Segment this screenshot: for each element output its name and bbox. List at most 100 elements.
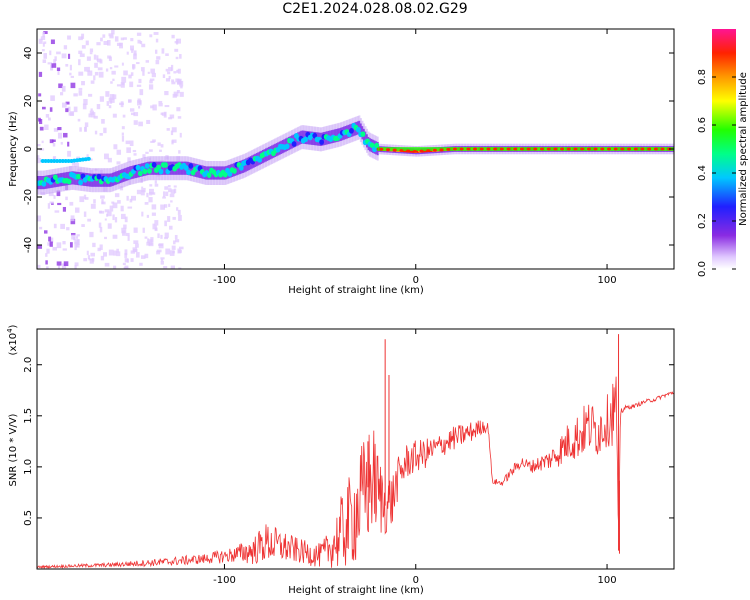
colorbar-tick-label: 0.6 <box>697 117 708 133</box>
noise-cell <box>90 108 93 112</box>
stable-track-peak <box>647 147 652 151</box>
noise-cell <box>148 239 153 245</box>
noise-cell <box>161 112 167 116</box>
noise-cell <box>99 96 104 102</box>
noise-cell <box>60 223 65 229</box>
noise-cell <box>54 210 60 213</box>
noise-cell <box>114 193 120 198</box>
noise-cell <box>104 153 109 160</box>
colorbar-tick-label: 0.2 <box>697 213 708 229</box>
noise-cell <box>165 78 171 82</box>
noise-cell <box>43 41 47 44</box>
noise-cell <box>94 62 98 68</box>
noise-cell <box>152 104 157 111</box>
stable-track-peak <box>513 147 518 151</box>
noise-cell <box>71 160 75 166</box>
stable-track-peak <box>386 148 391 152</box>
noise-cell <box>81 45 86 49</box>
noise-cell <box>137 100 142 106</box>
noise-cell <box>86 56 91 61</box>
noise-cell <box>89 48 94 53</box>
noise-cell <box>173 91 179 97</box>
noise-cell <box>37 144 41 147</box>
noise-cell <box>69 201 74 206</box>
noise-cell <box>120 205 124 212</box>
noise-cell <box>116 149 122 155</box>
noise-cell <box>168 203 171 207</box>
noise-cell <box>85 40 89 46</box>
noise-cell <box>149 188 154 194</box>
noise-cell <box>75 244 80 248</box>
noise-cell <box>138 106 141 109</box>
noise-cell <box>71 232 76 236</box>
noise-cell <box>133 120 138 125</box>
noise-cell <box>46 248 50 254</box>
noise-cell <box>78 71 84 76</box>
noise-cell <box>98 71 104 78</box>
noise-cell <box>90 203 96 209</box>
noise-cell <box>135 252 140 258</box>
noise-cell <box>61 53 67 59</box>
noise-cell <box>66 227 70 231</box>
noise-cell <box>169 193 175 198</box>
noise-cell <box>111 70 116 75</box>
ridge-body <box>145 162 148 176</box>
noise-cell <box>39 226 43 230</box>
ridge-cell <box>303 136 308 143</box>
ridge-cell <box>360 131 366 137</box>
noise-cell <box>151 72 156 78</box>
noise-cell <box>48 236 52 242</box>
ridge-body <box>364 131 367 145</box>
snr-y-multiplier: (x104) <box>6 324 19 355</box>
colorbar-tick-label: 0.4 <box>697 165 708 181</box>
noise-cell <box>124 258 129 263</box>
noise-cell <box>81 33 85 39</box>
noise-cell <box>140 190 145 196</box>
noise-cell <box>123 266 129 269</box>
stable-track-peak <box>553 147 558 151</box>
noise-cell <box>68 112 74 116</box>
noise-cell <box>151 212 156 216</box>
y-tick-label: 0 <box>23 146 34 152</box>
noise-cell <box>142 70 145 76</box>
stable-track-peak <box>493 147 498 151</box>
noise-cell <box>57 69 60 75</box>
noise-cell <box>128 99 132 103</box>
y-tick-label: 1.0 <box>23 459 34 475</box>
noise-cell <box>176 207 179 211</box>
noise-cell <box>50 39 55 45</box>
noise-cell <box>176 107 181 112</box>
noise-cell <box>52 139 56 142</box>
ridge-body <box>164 161 167 175</box>
noise-cell <box>53 59 56 65</box>
colorbar-tick-label: 0.8 <box>697 69 708 85</box>
noise-cell <box>93 199 96 204</box>
ridge-cell <box>66 178 72 185</box>
noise-cell <box>56 67 61 71</box>
noise-cell <box>150 105 154 109</box>
noise-cell <box>86 66 90 72</box>
ridge-body <box>67 171 70 186</box>
noise-cell <box>170 64 174 71</box>
noise-cell <box>44 230 48 234</box>
noise-cell <box>38 38 43 44</box>
noise-cell <box>160 144 164 148</box>
noise-cell <box>52 246 57 251</box>
noise-cell <box>171 139 177 143</box>
noise-cell <box>74 239 80 245</box>
stable-track-peak <box>633 147 638 151</box>
secondary-cell <box>86 156 91 161</box>
noise-cell <box>41 140 44 144</box>
noise-cell <box>132 64 136 69</box>
noise-cell <box>113 144 118 150</box>
noise-cell <box>145 60 150 63</box>
noise-cell <box>156 56 161 60</box>
noise-cell <box>37 215 42 222</box>
noise-cell <box>163 191 166 198</box>
noise-cell <box>69 64 72 71</box>
snr-axes: -100 0 100 0.5 1.0 1.5 2.0 <box>23 329 674 586</box>
noise-cell <box>113 265 117 269</box>
noise-cell <box>170 200 173 203</box>
noise-cell <box>120 37 124 41</box>
noise-cell <box>160 260 164 265</box>
